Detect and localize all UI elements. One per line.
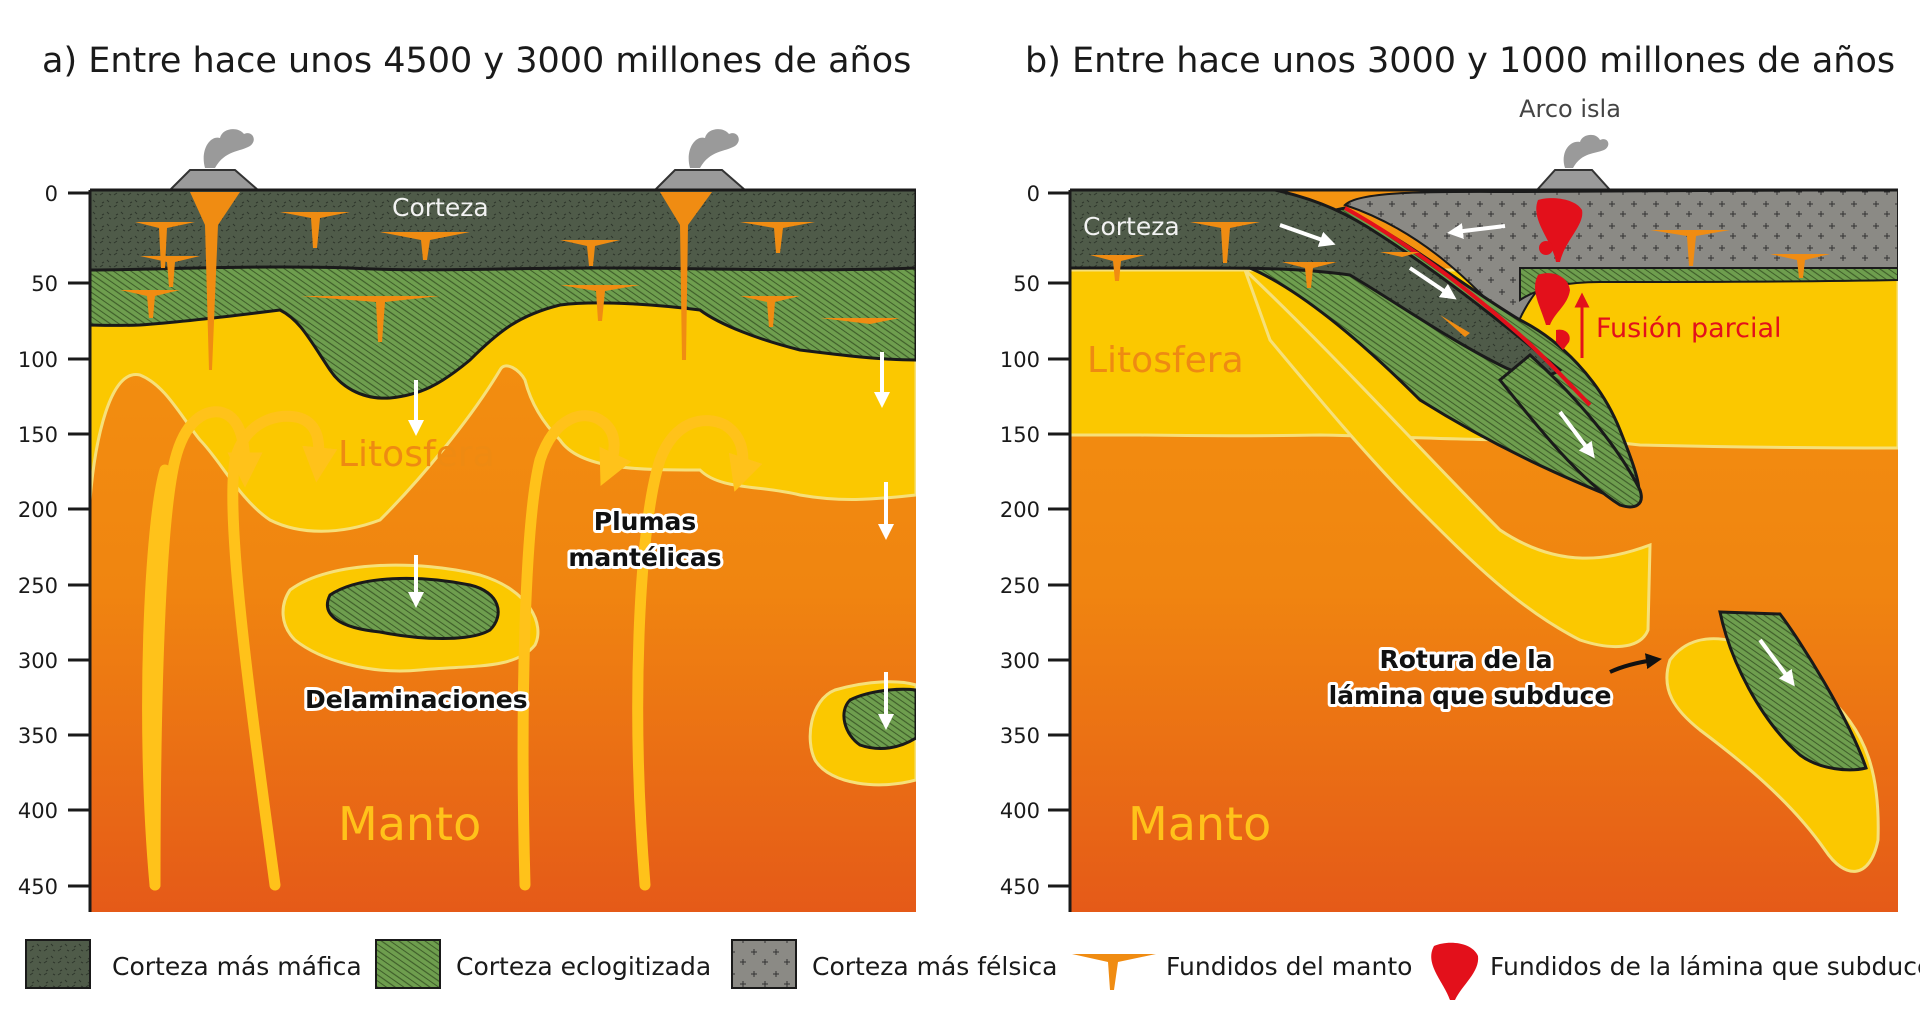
- legend-swatch-mantle-melt: [1072, 954, 1156, 990]
- delaminated-block-center: [326, 576, 500, 640]
- legend-swatch-felsic: [731, 939, 797, 989]
- legend-label: Corteza más máfica: [112, 952, 362, 981]
- panel-b: b) Entre hace unos 3000 y 1000 millones …: [1000, 41, 1898, 912]
- slab-tail: [1497, 353, 1643, 509]
- volcano-icon: [652, 169, 748, 191]
- legend-label: Corteza más félsica: [812, 952, 1057, 981]
- depth-axis-b: 0 50 100 150 200 250 300 350 400 450: [1000, 182, 1072, 912]
- label-arco-isla: Arco isla: [1519, 95, 1621, 123]
- smoke-icon: [1563, 134, 1609, 168]
- mantle-melt-dikes: [1090, 222, 1830, 337]
- label-litosfera: Litosfera: [1087, 340, 1244, 381]
- volcano-icon: [167, 169, 261, 191]
- slab-melts: [1535, 198, 1583, 350]
- legend-swatch-eclogite: [375, 939, 441, 989]
- label-delaminaciones: Delaminaciones: [305, 685, 528, 714]
- label-mantelicas: mantélicas: [568, 543, 721, 572]
- volcano-icon: [1534, 169, 1613, 191]
- tick-label: 250: [18, 574, 58, 598]
- panel-a: a) Entre hace unos 4500 y 3000 millones …: [18, 41, 916, 912]
- tick-label: 350: [1000, 724, 1040, 748]
- legend: Corteza más máfica Corteza eclogitizada …: [25, 939, 1920, 1000]
- legend-swatch-mafic: [25, 939, 91, 989]
- tick-label: 450: [1000, 875, 1040, 899]
- delaminated-block-right: [842, 687, 916, 750]
- tick-label: 150: [1000, 423, 1040, 447]
- legend-label: Fundidos de la lámina que subduce: [1490, 952, 1920, 981]
- tick-label: 0: [1027, 182, 1040, 206]
- subduction-boundary: [1344, 206, 1592, 407]
- mafic-crust: [90, 190, 916, 272]
- rotura-arrow: [1609, 653, 1662, 674]
- label-litosfera: Litosfera: [338, 434, 495, 475]
- smoke-icon: [203, 129, 254, 168]
- tick-label: 50: [31, 272, 58, 296]
- label-plumas: Plumas: [594, 507, 697, 536]
- label-manto: Manto: [338, 797, 481, 851]
- legend-label: Fundidos del manto: [1166, 952, 1412, 981]
- volcano-icons-a: [167, 129, 748, 191]
- label-corteza: Corteza: [1083, 212, 1180, 241]
- panel-b-title: b) Entre hace unos 3000 y 1000 millones …: [1025, 41, 1895, 81]
- tick-label: 400: [1000, 799, 1040, 823]
- label-manto: Manto: [1128, 797, 1271, 851]
- broken-slab: [1718, 610, 1868, 772]
- tick-label: 400: [18, 799, 58, 823]
- panel-a-title: a) Entre hace unos 4500 y 3000 millones …: [42, 41, 911, 81]
- label-rotura-1: Rotura de la: [1379, 645, 1552, 674]
- panel-b-cross-section: [1070, 190, 1898, 912]
- panel-a-cross-section: [90, 190, 916, 912]
- tick-label: 250: [1000, 574, 1040, 598]
- tick-label: 100: [1000, 348, 1040, 372]
- tick-label: 300: [18, 649, 58, 673]
- eclogite-layer: [90, 263, 916, 400]
- legend-label: Corteza eclogitizada: [456, 952, 711, 981]
- slab-lithosphere: [1243, 268, 1652, 649]
- smoke-icon: [688, 129, 739, 168]
- tick-label: 50: [1013, 272, 1040, 296]
- depth-axis-a: 0 50 100 150 200 250 300 350 400 450: [18, 182, 92, 912]
- mantle-plume-arrows: [142, 406, 763, 891]
- label-rotura-2: lámina que subduce: [1329, 681, 1612, 710]
- tick-label: 100: [18, 348, 58, 372]
- tick-label: 450: [18, 875, 58, 899]
- label-corteza: Corteza: [392, 193, 489, 222]
- label-fusion-parcial: Fusión parcial: [1596, 313, 1782, 344]
- tick-label: 300: [1000, 649, 1040, 673]
- tick-label: 150: [18, 423, 58, 447]
- tick-label: 350: [18, 724, 58, 748]
- legend-swatch-slab-melt: [1431, 942, 1479, 1000]
- tick-label: 0: [45, 182, 58, 206]
- tick-label: 200: [18, 498, 58, 522]
- slab-motion-arrows: [1279, 223, 1795, 687]
- tick-label: 200: [1000, 498, 1040, 522]
- sinking-arrows: [408, 352, 894, 730]
- mantle-melt-dikes: [120, 192, 900, 370]
